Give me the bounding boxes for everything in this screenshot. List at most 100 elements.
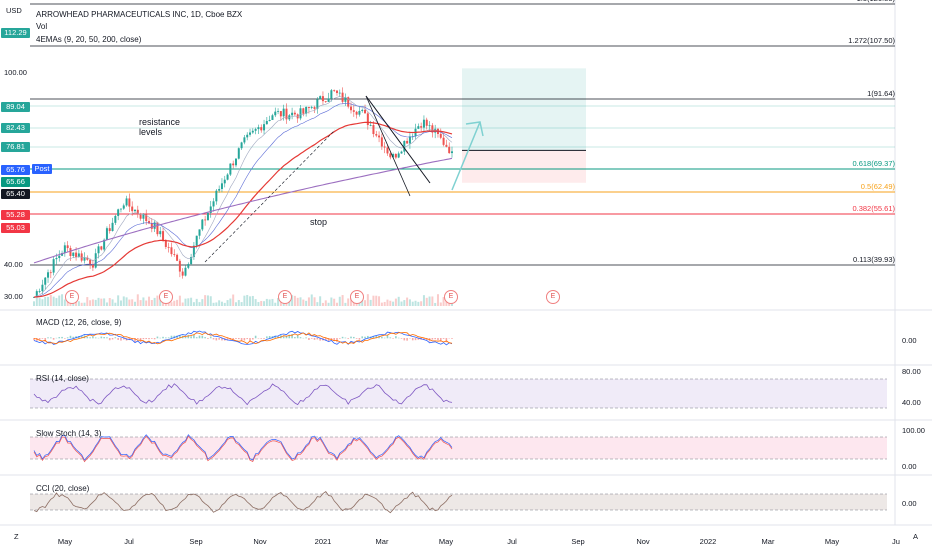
volume-bar — [226, 300, 229, 306]
volume-bar — [313, 297, 316, 306]
volume-bar — [148, 296, 151, 306]
macd-histogram-bar — [41, 338, 44, 339]
volume-bar — [162, 302, 165, 306]
grid-lines — [0, 0, 932, 526]
fib-label: 1.5(126.88) — [857, 0, 895, 3]
macd-histogram-bar — [167, 337, 170, 339]
earnings-marker[interactable]: E — [278, 290, 292, 304]
candle-body — [128, 198, 131, 207]
candle-body — [136, 209, 139, 215]
fib-lines — [30, 3, 895, 266]
candle-body — [271, 115, 274, 120]
candle-body — [378, 135, 381, 138]
volume-bar — [386, 299, 389, 306]
post-badge: Post — [32, 164, 52, 174]
volume-bar — [232, 294, 235, 306]
candle-body — [72, 252, 75, 256]
volume-bar — [122, 296, 125, 306]
volume-bar — [184, 298, 187, 306]
candle-body — [422, 119, 425, 128]
stoch-band — [30, 437, 887, 459]
chart-title: ARROWHEAD PHARMACEUTICALS INC, 1D, Cboe … — [36, 10, 243, 19]
ema-lines — [33, 96, 453, 298]
candle-body — [361, 109, 364, 111]
macd-histogram-bar — [338, 338, 341, 339]
volume-bar — [288, 299, 291, 306]
candle-body — [442, 137, 445, 145]
fib-label: 0.382(55.61) — [852, 204, 895, 213]
macd-histogram-bar — [395, 336, 397, 339]
price-badge: 112.29 — [1, 28, 30, 38]
macd-histogram-bar — [406, 338, 408, 341]
volume-bar — [178, 295, 181, 306]
volume-bar — [108, 298, 111, 306]
volume-bar — [249, 296, 252, 306]
macd-histogram-bar — [313, 338, 316, 340]
volume-bar — [293, 295, 296, 306]
candle-body — [66, 245, 69, 249]
price-badge: 89.04 — [1, 102, 30, 112]
volume-bar — [103, 298, 106, 306]
macd-histogram-bar — [243, 338, 246, 341]
macd-histogram-bar — [190, 336, 192, 339]
macd-histogram-bar — [218, 338, 220, 340]
earnings-marker[interactable]: E — [350, 290, 364, 304]
macd-histogram-bar — [274, 335, 277, 339]
candle-body — [164, 239, 167, 247]
candle-body — [201, 219, 204, 230]
candle-body — [108, 228, 111, 232]
candle-body — [347, 97, 350, 107]
candle-body — [97, 246, 100, 254]
volume-bar — [372, 295, 375, 306]
stoch-label: Slow Stoch (14, 3) — [36, 429, 102, 438]
earnings-marker[interactable]: E — [159, 290, 173, 304]
candle-body — [380, 137, 383, 147]
volume-bar — [55, 298, 58, 306]
volume-bar — [408, 299, 411, 306]
volume-bar — [389, 300, 392, 306]
candle-body — [33, 297, 35, 298]
earnings-marker[interactable]: E — [444, 290, 458, 304]
volume-bar — [330, 297, 333, 306]
macd-histogram-bar — [36, 338, 38, 341]
candle-body — [375, 134, 378, 136]
volume-bar — [397, 296, 400, 306]
candle-body — [338, 92, 341, 94]
candle-body — [313, 107, 316, 109]
candle-body — [38, 291, 41, 292]
candle-body — [181, 271, 184, 276]
macd-histogram-bar — [434, 338, 436, 340]
macd-histogram-bar — [165, 337, 167, 339]
drawings — [204, 95, 484, 263]
candle-body — [159, 231, 162, 235]
macd-histogram-bar — [212, 338, 215, 340]
volume-bar — [251, 295, 254, 306]
candle-body — [237, 148, 240, 159]
candle-body — [243, 137, 246, 143]
candle-body — [77, 253, 80, 257]
volume-bar — [94, 299, 97, 306]
candle-body — [389, 153, 392, 158]
price-badge: 55.03 — [1, 223, 30, 233]
macd-line — [33, 330, 453, 346]
candle-body — [195, 235, 198, 246]
earnings-marker[interactable]: E — [546, 290, 560, 304]
candle-body — [103, 239, 106, 250]
volume-bar — [156, 295, 159, 306]
earnings-marker[interactable]: E — [65, 290, 79, 304]
volume-bar — [394, 298, 397, 306]
stoch-k-line — [33, 434, 453, 461]
macd-histogram-bar — [173, 335, 176, 339]
price-tick: 40.00 — [4, 260, 23, 269]
volume-bar — [229, 298, 232, 306]
volume-bar — [63, 299, 66, 306]
macd-histogram-bar — [327, 338, 330, 342]
macd-histogram-bar — [291, 334, 293, 339]
corner-left: Z — [14, 532, 19, 541]
macd-histogram-bar — [353, 336, 355, 339]
candle-body — [282, 108, 285, 117]
candle-body — [260, 127, 263, 131]
macd-histogram-bar — [184, 336, 187, 339]
candle-body — [63, 245, 66, 254]
candle-body — [364, 109, 367, 114]
